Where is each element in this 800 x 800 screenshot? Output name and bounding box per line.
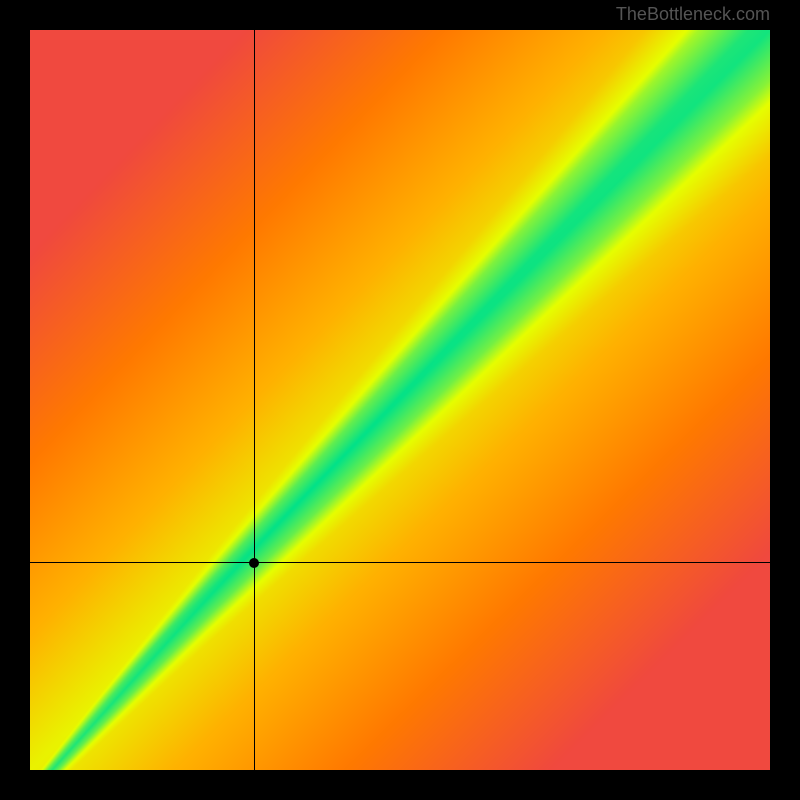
watermark-text: TheBottleneck.com	[616, 4, 770, 25]
data-point-marker	[249, 558, 259, 568]
heatmap-canvas	[30, 30, 770, 770]
crosshair-vertical	[254, 30, 255, 770]
crosshair-horizontal	[30, 562, 770, 563]
plot-area	[30, 30, 770, 770]
